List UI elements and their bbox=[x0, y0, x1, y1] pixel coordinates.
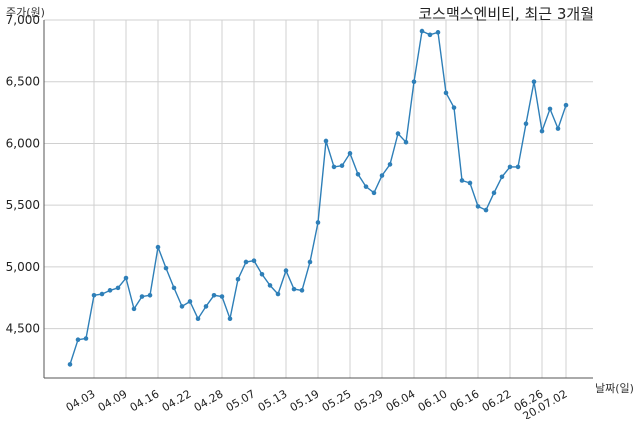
data-point bbox=[227, 316, 233, 322]
data-point bbox=[507, 164, 513, 170]
data-point bbox=[523, 121, 529, 126]
y-axis-label: 주가(원) bbox=[6, 6, 45, 19]
x-tick-label: 06.10 bbox=[416, 387, 450, 414]
data-point bbox=[403, 139, 409, 145]
data-point bbox=[123, 275, 129, 281]
data-point bbox=[211, 292, 217, 298]
x-tick-label: 06.22 bbox=[480, 387, 514, 414]
data-point bbox=[483, 207, 489, 213]
x-tick-label: 06.16 bbox=[448, 387, 482, 414]
data-point bbox=[331, 164, 337, 170]
data-point bbox=[75, 337, 81, 343]
data-point bbox=[187, 299, 193, 304]
data-point bbox=[427, 32, 433, 38]
data-point bbox=[467, 180, 473, 186]
data-point bbox=[315, 220, 321, 225]
data-point bbox=[339, 163, 345, 168]
data-point bbox=[371, 190, 377, 196]
data-point bbox=[539, 128, 545, 134]
data-point bbox=[155, 244, 161, 250]
data-point bbox=[307, 259, 313, 265]
data-point bbox=[235, 276, 241, 282]
x-tick-label: 04.03 bbox=[64, 387, 98, 414]
data-point bbox=[139, 294, 145, 299]
y-tick-label: 5,500 bbox=[6, 198, 40, 212]
data-point bbox=[323, 138, 329, 144]
data-point bbox=[99, 291, 105, 297]
data-point bbox=[491, 190, 497, 196]
data-point bbox=[459, 178, 465, 183]
data-point bbox=[547, 106, 553, 112]
data-point bbox=[163, 265, 169, 271]
data-point bbox=[395, 131, 401, 136]
y-tick-label: 4,500 bbox=[6, 322, 40, 336]
data-point bbox=[67, 362, 73, 367]
data-point bbox=[419, 28, 425, 34]
data-point bbox=[179, 304, 185, 309]
x-tick-label: 06.04 bbox=[384, 387, 418, 414]
data-point bbox=[411, 79, 417, 85]
data-point bbox=[83, 336, 89, 341]
x-tick-label: 05.13 bbox=[256, 387, 290, 414]
data-point bbox=[299, 288, 305, 293]
data-point bbox=[499, 174, 505, 180]
data-point bbox=[171, 285, 177, 291]
y-tick-label: 6,500 bbox=[6, 75, 40, 89]
data-point bbox=[443, 90, 449, 96]
data-point bbox=[387, 162, 393, 167]
data-point bbox=[291, 286, 297, 292]
x-tick-label: 04.22 bbox=[160, 387, 194, 414]
data-point bbox=[203, 304, 209, 309]
data-point bbox=[147, 292, 153, 298]
data-point bbox=[107, 288, 113, 293]
data-point bbox=[219, 294, 225, 299]
x-tick-label: 04.09 bbox=[96, 387, 130, 414]
data-point bbox=[451, 105, 457, 110]
y-tick-label: 6,000 bbox=[6, 136, 40, 150]
data-point bbox=[275, 291, 281, 297]
data-point bbox=[355, 172, 361, 177]
data-point bbox=[243, 259, 249, 265]
x-tick-label: 05.25 bbox=[320, 387, 354, 414]
data-point bbox=[347, 151, 353, 156]
data-point bbox=[131, 306, 137, 312]
data-point bbox=[475, 204, 481, 209]
y-tick-label: 5,000 bbox=[6, 260, 40, 274]
data-point bbox=[115, 285, 121, 291]
data-point bbox=[259, 272, 265, 277]
data-point bbox=[267, 283, 273, 288]
data-point bbox=[283, 268, 289, 273]
data-point bbox=[531, 79, 537, 85]
x-axis-label: 날짜(일) bbox=[595, 382, 634, 395]
data-point bbox=[379, 173, 385, 178]
data-point bbox=[91, 292, 97, 298]
x-tick-label: 04.28 bbox=[192, 387, 226, 414]
data-point bbox=[555, 126, 561, 131]
x-tick-label: 05.07 bbox=[224, 387, 258, 414]
data-point bbox=[563, 102, 569, 108]
data-point bbox=[251, 258, 257, 264]
x-tick-label: 05.19 bbox=[288, 387, 322, 414]
y-tick-label: 7,000 bbox=[6, 13, 40, 27]
data-point bbox=[435, 30, 441, 35]
x-tick-label: 04.16 bbox=[128, 387, 162, 414]
x-tick-label: 05.29 bbox=[352, 387, 386, 414]
data-point bbox=[195, 316, 201, 322]
chart-title: 코스맥스엔비티, 최근 3개월 bbox=[418, 5, 594, 23]
data-point bbox=[515, 164, 521, 170]
data-point bbox=[363, 184, 369, 189]
